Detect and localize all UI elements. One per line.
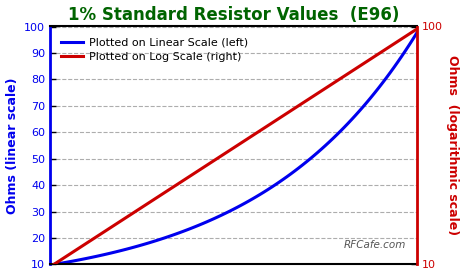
Text: RFCafe.com: RFCafe.com [344, 240, 406, 250]
Y-axis label: Ohms  (logarithmic scale): Ohms (logarithmic scale) [446, 55, 459, 235]
Title: 1% Standard Resistor Values  (E96): 1% Standard Resistor Values (E96) [68, 6, 399, 23]
Y-axis label: Ohms (linear scale): Ohms (linear scale) [6, 77, 19, 214]
Legend: Plotted on Linear Scale (left), Plotted on Log Scale (right): Plotted on Linear Scale (left), Plotted … [55, 32, 253, 68]
